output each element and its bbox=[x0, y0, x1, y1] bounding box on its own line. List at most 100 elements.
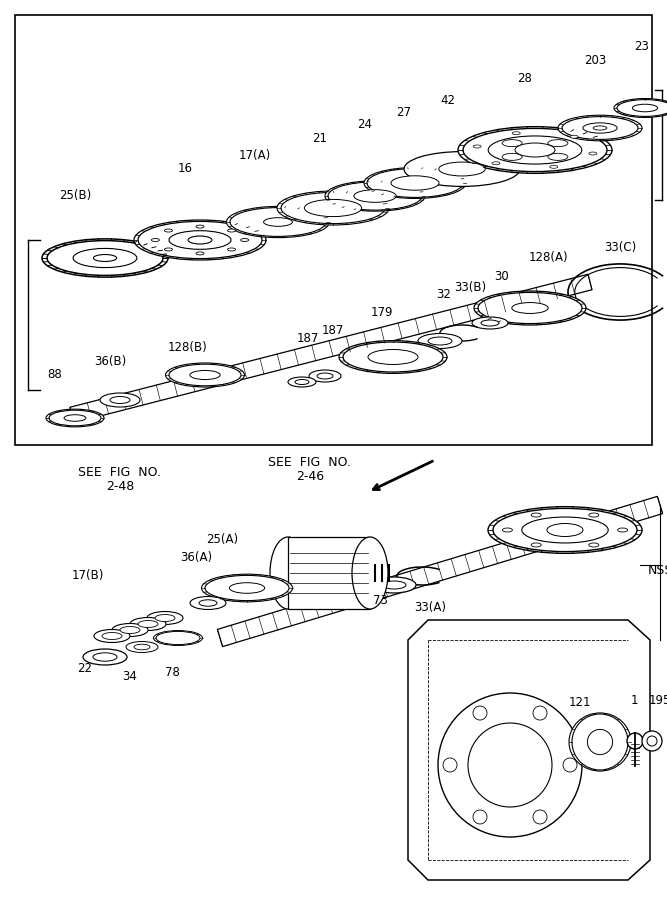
Text: 78: 78 bbox=[165, 665, 179, 679]
Text: 195: 195 bbox=[649, 694, 667, 706]
Ellipse shape bbox=[153, 631, 203, 645]
Ellipse shape bbox=[618, 528, 628, 532]
Text: 21: 21 bbox=[313, 131, 327, 145]
Ellipse shape bbox=[288, 377, 316, 387]
Ellipse shape bbox=[364, 167, 466, 199]
Ellipse shape bbox=[263, 218, 292, 226]
Text: 17(A): 17(A) bbox=[239, 148, 271, 161]
Ellipse shape bbox=[93, 652, 117, 662]
Ellipse shape bbox=[120, 626, 140, 634]
Ellipse shape bbox=[558, 115, 642, 140]
Text: 121: 121 bbox=[569, 697, 591, 709]
Text: 25(B): 25(B) bbox=[59, 188, 91, 202]
Text: 88: 88 bbox=[47, 368, 63, 382]
Ellipse shape bbox=[547, 524, 583, 536]
Ellipse shape bbox=[493, 508, 637, 552]
Ellipse shape bbox=[367, 168, 463, 197]
Text: 203: 203 bbox=[584, 53, 606, 67]
Ellipse shape bbox=[304, 200, 362, 217]
Ellipse shape bbox=[93, 255, 117, 262]
Polygon shape bbox=[408, 620, 650, 880]
Ellipse shape bbox=[548, 140, 568, 147]
Ellipse shape bbox=[502, 153, 522, 160]
Ellipse shape bbox=[468, 723, 552, 807]
Ellipse shape bbox=[130, 617, 166, 631]
Ellipse shape bbox=[354, 190, 396, 203]
Ellipse shape bbox=[488, 136, 582, 164]
Ellipse shape bbox=[147, 611, 183, 625]
Ellipse shape bbox=[589, 543, 599, 547]
Ellipse shape bbox=[463, 129, 607, 172]
Ellipse shape bbox=[404, 151, 520, 186]
Ellipse shape bbox=[572, 714, 628, 770]
Ellipse shape bbox=[188, 236, 212, 244]
Ellipse shape bbox=[138, 221, 262, 258]
Ellipse shape bbox=[593, 126, 607, 130]
Ellipse shape bbox=[502, 140, 522, 147]
Ellipse shape bbox=[227, 248, 235, 251]
Ellipse shape bbox=[548, 153, 568, 160]
Ellipse shape bbox=[83, 649, 127, 665]
Ellipse shape bbox=[190, 597, 226, 609]
Ellipse shape bbox=[343, 342, 443, 372]
Text: 28: 28 bbox=[518, 71, 532, 85]
Ellipse shape bbox=[46, 410, 104, 427]
Ellipse shape bbox=[270, 537, 306, 609]
Ellipse shape bbox=[642, 731, 662, 751]
Ellipse shape bbox=[165, 363, 245, 387]
Ellipse shape bbox=[531, 543, 541, 547]
Ellipse shape bbox=[317, 373, 333, 379]
Ellipse shape bbox=[201, 574, 293, 602]
Ellipse shape bbox=[512, 131, 520, 135]
Text: NSS: NSS bbox=[647, 563, 667, 577]
Ellipse shape bbox=[190, 371, 220, 380]
Text: 32: 32 bbox=[437, 289, 452, 302]
Ellipse shape bbox=[102, 633, 122, 640]
Ellipse shape bbox=[515, 143, 555, 157]
Ellipse shape bbox=[227, 229, 235, 232]
Ellipse shape bbox=[277, 191, 389, 225]
Text: 187: 187 bbox=[321, 323, 344, 337]
Ellipse shape bbox=[428, 337, 452, 345]
Text: 36(A): 36(A) bbox=[180, 552, 212, 564]
Ellipse shape bbox=[138, 221, 262, 258]
Ellipse shape bbox=[492, 162, 500, 165]
Ellipse shape bbox=[533, 706, 547, 720]
Ellipse shape bbox=[533, 810, 547, 824]
Ellipse shape bbox=[372, 577, 416, 593]
Ellipse shape bbox=[126, 642, 158, 652]
Text: 23: 23 bbox=[634, 40, 650, 52]
Ellipse shape bbox=[368, 349, 418, 364]
Text: 42: 42 bbox=[440, 94, 456, 106]
Ellipse shape bbox=[156, 632, 200, 644]
Ellipse shape bbox=[165, 229, 173, 232]
Ellipse shape bbox=[473, 810, 487, 824]
Text: 17(B): 17(B) bbox=[72, 569, 104, 581]
Ellipse shape bbox=[134, 220, 266, 260]
Ellipse shape bbox=[617, 100, 667, 116]
Ellipse shape bbox=[589, 152, 597, 155]
Ellipse shape bbox=[443, 758, 457, 772]
Ellipse shape bbox=[325, 181, 425, 211]
Ellipse shape bbox=[627, 733, 643, 749]
Text: 27: 27 bbox=[396, 105, 412, 119]
Ellipse shape bbox=[205, 575, 289, 600]
Ellipse shape bbox=[569, 713, 631, 771]
Bar bbox=[15, 15, 652, 445]
Ellipse shape bbox=[196, 252, 204, 255]
Text: 33(A): 33(A) bbox=[414, 600, 446, 614]
Ellipse shape bbox=[531, 513, 541, 517]
Text: 179: 179 bbox=[371, 305, 394, 319]
Ellipse shape bbox=[391, 176, 439, 190]
Ellipse shape bbox=[112, 624, 148, 636]
Ellipse shape bbox=[281, 193, 385, 223]
Ellipse shape bbox=[227, 206, 329, 238]
Ellipse shape bbox=[151, 238, 159, 241]
Ellipse shape bbox=[352, 537, 388, 609]
Ellipse shape bbox=[229, 582, 265, 593]
Text: 33(C): 33(C) bbox=[604, 240, 636, 254]
Ellipse shape bbox=[550, 166, 558, 168]
Ellipse shape bbox=[570, 135, 578, 139]
Text: 30: 30 bbox=[495, 269, 510, 283]
Text: SEE  FIG  NO.: SEE FIG NO. bbox=[269, 456, 352, 470]
